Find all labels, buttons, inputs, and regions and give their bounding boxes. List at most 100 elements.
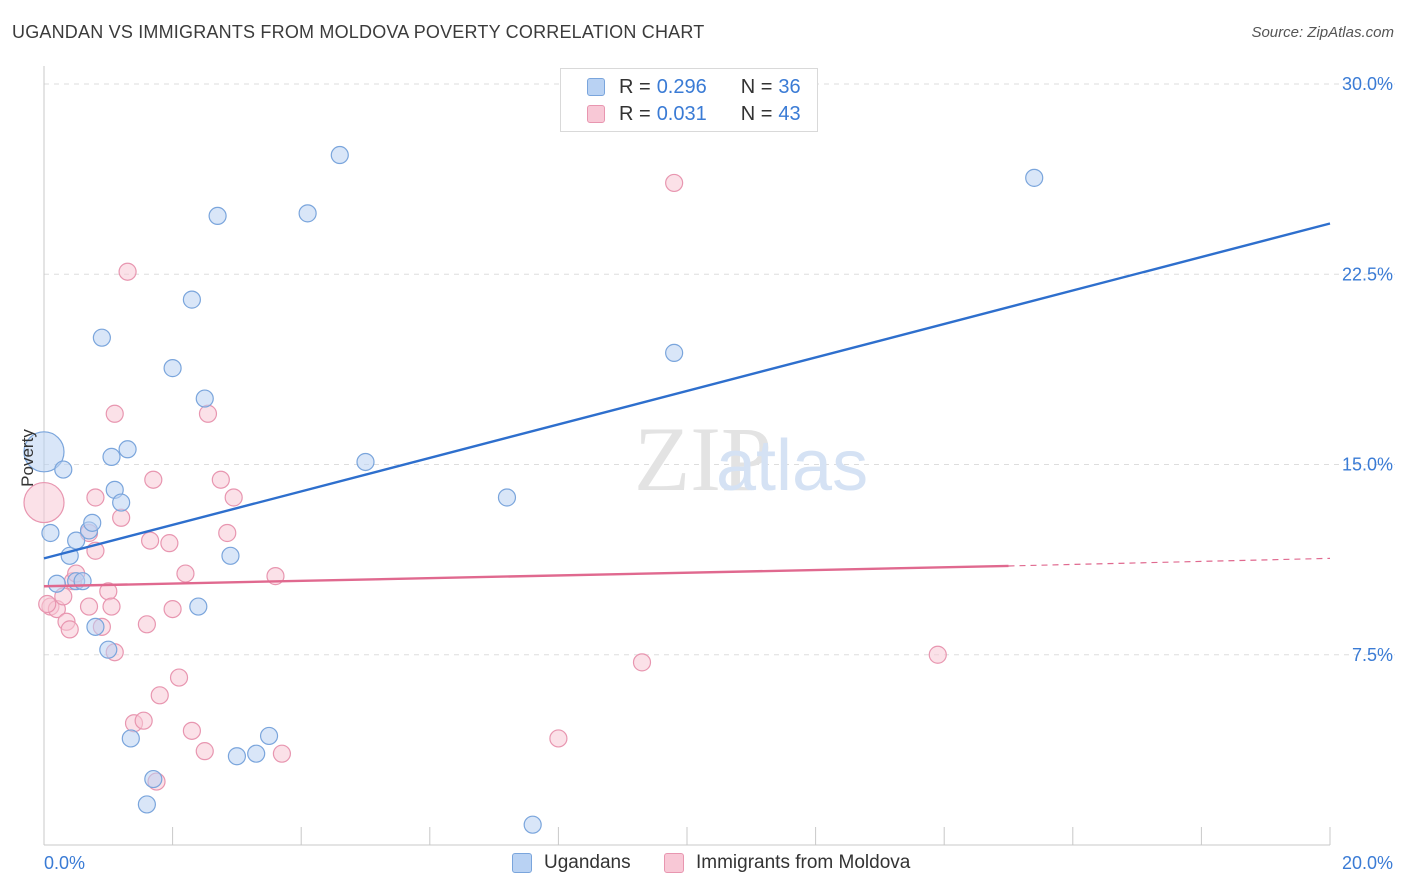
r-label: R =: [619, 75, 651, 98]
moldova-point: [928, 645, 947, 664]
series-legend: Ugandans Immigrants from Moldova: [0, 852, 1406, 878]
ugandan-point: [23, 431, 65, 473]
moldova-point: [632, 653, 652, 672]
ugandan-point: [118, 440, 137, 459]
moldova-point: [60, 620, 79, 639]
moldova-point: [134, 711, 153, 730]
legend-item-moldova[interactable]: Immigrants from Moldova: [664, 852, 910, 874]
r-value: 0.031: [656, 102, 707, 125]
n-value: 43: [778, 102, 801, 125]
moldova-point: [182, 721, 201, 740]
moldova-point: [224, 488, 243, 507]
ugandan-point: [83, 513, 102, 532]
moldova-point: [118, 262, 137, 281]
ugandan-point: [189, 597, 208, 616]
moldova-point: [79, 597, 99, 616]
ugandan-point: [182, 290, 201, 309]
ugandan-points: [23, 145, 1044, 834]
ugandan-point: [73, 572, 92, 591]
ugandan-point: [54, 460, 73, 479]
moldova-point: [218, 523, 237, 543]
ugandan-point: [47, 574, 66, 593]
ugandans-swatch: [512, 853, 532, 873]
y-tick-label: 15.0%: [1342, 455, 1393, 475]
ugandan-point: [195, 389, 214, 408]
y-tick-label: 30.0%: [1342, 74, 1393, 94]
moldova-point: [140, 531, 160, 550]
source-label: Source: ZipAtlas.com: [1251, 24, 1394, 41]
y-tick-label: 7.5%: [1352, 645, 1393, 665]
moldova-point: [144, 470, 163, 489]
ugandan-point: [523, 815, 542, 834]
legend-row-moldova: R = 0.031 N = 43: [587, 102, 801, 126]
n-value: 36: [778, 75, 801, 98]
moldova-point: [86, 488, 105, 507]
ugandans-swatch: [587, 78, 605, 96]
moldova-point: [549, 729, 568, 748]
watermark: ZIP atlas: [634, 408, 868, 510]
legend-label-moldova: Immigrants from Moldova: [696, 852, 911, 873]
y-tick-label: 22.5%: [1342, 264, 1393, 284]
moldova-point: [102, 597, 121, 616]
ugandan-point: [259, 726, 279, 746]
moldova-point: [272, 744, 292, 763]
ugandan-point: [221, 546, 240, 565]
moldova-point: [176, 564, 195, 583]
ugandan-point: [99, 640, 118, 659]
ugandan-point: [665, 343, 684, 362]
x-tick-label: 20.0%: [1342, 853, 1393, 873]
moldova-point: [198, 404, 218, 423]
ugandan-point: [86, 617, 105, 636]
ugandan-point: [102, 447, 121, 466]
n-label: N =: [740, 102, 773, 125]
ugandan-point: [356, 452, 375, 472]
ugandan-point: [298, 204, 317, 223]
moldova-trend-line: [43, 564, 1009, 588]
moldova-point: [112, 508, 131, 527]
ugandan-point: [227, 747, 246, 766]
y-axis-label: Poverty: [18, 429, 37, 487]
ugandan-point: [121, 729, 140, 748]
moldova-point: [38, 594, 57, 614]
watermark-atlas: atlas: [716, 426, 868, 506]
ugandan-point: [1025, 168, 1044, 187]
moldova-swatch: [664, 853, 684, 873]
moldova-point: [665, 173, 684, 193]
moldova-point: [105, 404, 124, 423]
moldova-swatch: [587, 105, 605, 123]
r-label: R =: [619, 102, 651, 125]
chart-title: UGANDAN VS IMMIGRANTS FROM MOLDOVA POVER…: [12, 22, 705, 42]
trend-lines: [43, 222, 1331, 588]
legend-row-ugandans: R = 0.296 N = 36: [587, 75, 801, 99]
moldova-point: [23, 481, 65, 524]
ugandans-trend-line: [43, 222, 1331, 560]
ugandan-point: [497, 488, 517, 507]
ugandan-point: [208, 206, 227, 226]
x-tick-label: 0.0%: [44, 853, 85, 873]
ugandan-point: [330, 145, 349, 165]
moldova-point: [150, 686, 169, 705]
n-label: N =: [740, 75, 773, 98]
moldova-trend-extension: [1008, 557, 1331, 567]
watermark-zip: ZIP: [634, 408, 772, 510]
moldova-point: [169, 668, 189, 687]
ugandan-point: [247, 744, 266, 763]
moldova-point: [163, 599, 182, 619]
ugandan-point: [92, 328, 111, 347]
grid: [44, 83, 1395, 656]
ugandan-point: [144, 769, 163, 789]
legend-label-ugandans: Ugandans: [544, 852, 631, 873]
legend-item-ugandans[interactable]: Ugandans: [512, 852, 631, 874]
moldova-point: [160, 534, 179, 553]
moldova-point: [211, 470, 230, 489]
ugandan-point: [137, 795, 156, 814]
moldova-point: [137, 615, 156, 634]
ugandan-point: [41, 523, 60, 543]
ugandan-point: [163, 359, 182, 378]
moldova-point: [195, 742, 214, 761]
correlation-legend: R = 0.296 N = 36 R = 0.031 N = 43: [560, 68, 818, 132]
tick-labels: 7.5% 15.0% 22.5% 30.0% 0.0% 20.0%: [44, 74, 1393, 873]
ugandan-point: [112, 493, 131, 512]
r-value: 0.296: [656, 75, 707, 98]
